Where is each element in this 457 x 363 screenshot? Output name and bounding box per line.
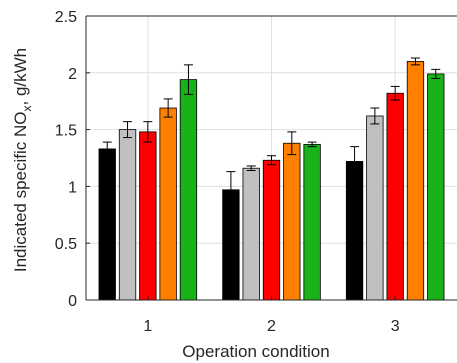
bar: [118, 129, 137, 301]
y-axis-label-main: Indicated specific NO: [11, 111, 30, 272]
error-bar: [143, 121, 153, 143]
bar: [179, 79, 198, 301]
bars: [98, 61, 445, 301]
bar: [386, 92, 404, 301]
bar: [159, 107, 177, 301]
y-axis-label: Indicated specific NOx, g/kWh: [11, 48, 34, 272]
y-tick-label: 2.5: [55, 9, 77, 26]
error-bar: [350, 146, 360, 177]
x-tick-label: 3: [391, 318, 400, 335]
error-bar: [163, 98, 173, 118]
error-bar: [102, 141, 112, 157]
error-bar: [287, 131, 297, 156]
error-bar: [226, 171, 236, 209]
bar: [427, 73, 445, 301]
error-bar: [431, 68, 441, 79]
y-tick-label: 0.5: [55, 236, 77, 253]
error-bar: [267, 155, 276, 166]
y-axis-label-unit: , g/kWh: [11, 48, 30, 106]
error-bar: [370, 107, 380, 125]
error-bar: [307, 141, 317, 148]
x-tick-labels: 1 2 3: [143, 318, 399, 335]
bar: [242, 167, 260, 301]
error-bar: [246, 165, 256, 171]
y-tick-label: 2: [68, 66, 77, 83]
bar: [406, 61, 425, 301]
error-bars: [102, 57, 441, 209]
error-bar: [390, 85, 400, 101]
bar: [345, 161, 364, 301]
y-tick-label: 0: [68, 293, 77, 310]
bar: [366, 115, 384, 301]
y-tick-label: 1.5: [55, 123, 77, 140]
x-axis-label: Operation condition: [182, 342, 329, 361]
error-bar: [123, 121, 133, 139]
x-tick-label: 1: [143, 318, 152, 335]
bar: [262, 159, 281, 301]
y-axis-label-subscript: x: [20, 105, 34, 111]
bar: [303, 143, 321, 301]
bar: [283, 142, 301, 301]
error-bar: [183, 64, 193, 95]
y-tick-labels: 0 0.5 1 1.5 2 2.5: [55, 9, 77, 310]
axes: [85, 15, 457, 301]
y-tick-label: 1: [68, 179, 77, 196]
error-bar: [410, 57, 420, 66]
bar: [98, 148, 116, 301]
x-tick-label: 2: [267, 318, 276, 335]
bar: [139, 131, 157, 301]
